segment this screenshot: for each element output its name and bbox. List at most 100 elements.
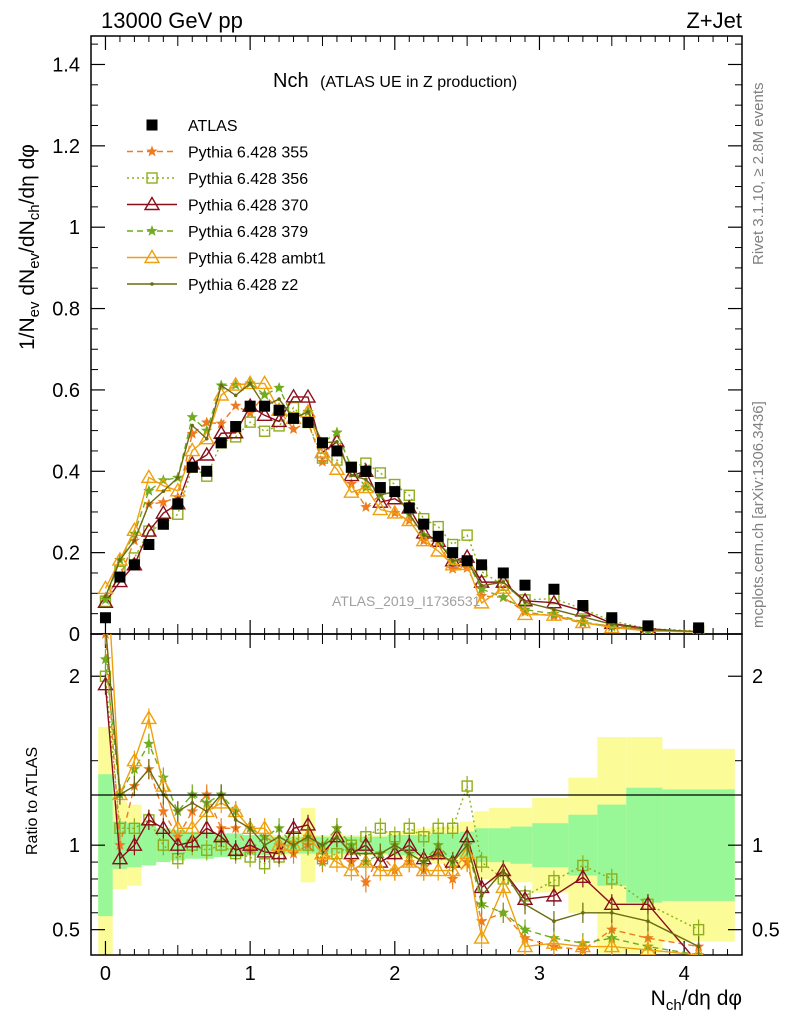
series-point-z2 bbox=[479, 583, 484, 588]
series-point-p379 bbox=[201, 424, 213, 436]
ratio-panel-series bbox=[97, 534, 706, 968]
ratio-point-p370 bbox=[155, 819, 172, 834]
atlas-data-point bbox=[316, 437, 328, 449]
series-point-p355 bbox=[287, 423, 300, 434]
ratio-point-ambt1 bbox=[603, 938, 621, 953]
series-point-p379 bbox=[331, 426, 343, 438]
ratio-point-z2 bbox=[190, 801, 195, 805]
series-point-p355 bbox=[201, 416, 213, 428]
ratio-point-p379 bbox=[497, 906, 509, 918]
top-y-tick-label: 0.8 bbox=[52, 299, 80, 321]
ratio-point-z2 bbox=[306, 834, 310, 839]
ratio-point-ambt1 bbox=[98, 534, 112, 546]
ratio-point-z2 bbox=[204, 809, 209, 814]
series-point-p355 bbox=[345, 477, 358, 489]
series-point-p379 bbox=[577, 616, 589, 627]
atlas-data-point bbox=[374, 482, 386, 494]
band-inner-bin bbox=[141, 824, 157, 866]
legend-label-p356: Pythia 6.428 356 bbox=[188, 171, 308, 188]
ratio-point-p370 bbox=[126, 836, 143, 851]
ratio-point-ambt1 bbox=[386, 862, 404, 877]
band-inner-bin bbox=[445, 833, 460, 858]
atlas-data-point bbox=[99, 612, 111, 624]
ratio-point-p356 bbox=[692, 923, 705, 936]
x-tick-label: 3 bbox=[534, 963, 545, 985]
atlas-data-point bbox=[114, 571, 126, 583]
series-point-ambt1 bbox=[328, 460, 346, 475]
series-point-z2 bbox=[190, 423, 195, 428]
ratio-point-p356 bbox=[432, 822, 444, 834]
ratio-point-ambt1 bbox=[444, 862, 461, 877]
series-point-ambt1 bbox=[241, 375, 259, 390]
atlas-data-point bbox=[230, 421, 242, 433]
x-tick-label: 4 bbox=[679, 963, 690, 985]
atlas-data-point bbox=[519, 579, 531, 591]
atlas-data-point bbox=[548, 583, 560, 595]
series-line-z2 bbox=[104, 382, 699, 633]
series-point-ambt1 bbox=[372, 501, 389, 516]
band-inner-bin bbox=[510, 826, 533, 864]
series-point-ambt1 bbox=[495, 579, 512, 594]
series-point-p356 bbox=[172, 508, 184, 520]
series-line-p379 bbox=[104, 382, 699, 633]
series-point-p379 bbox=[99, 593, 112, 605]
legend: ATLAS Pythia 6.428 355 Pythia 6.428 356 Pyt… bbox=[127, 118, 326, 294]
series-point-p370 bbox=[343, 467, 360, 482]
series-point-p356 bbox=[432, 520, 444, 533]
series-point-ambt1 bbox=[111, 551, 129, 566]
ratio-point-p370 bbox=[692, 956, 706, 968]
series-point-ambt1 bbox=[140, 468, 158, 484]
ratio-point-z2 bbox=[248, 826, 252, 831]
series-point-z2 bbox=[581, 615, 585, 619]
atlas-data-point bbox=[128, 559, 140, 571]
top-y-tick-label: 1.4 bbox=[52, 54, 80, 76]
ratio-point-ambt1 bbox=[256, 819, 273, 834]
series-point-p356 bbox=[461, 529, 473, 541]
ratio-point-p356 bbox=[461, 780, 473, 792]
ratio-point-p356 bbox=[128, 822, 141, 834]
bottom-y-tick-label: 1 bbox=[69, 835, 80, 857]
series-line-ambt1 bbox=[104, 382, 699, 633]
atlas-data-point bbox=[606, 612, 618, 624]
ratio-point-ambt1 bbox=[357, 853, 375, 868]
series-point-p355 bbox=[447, 562, 459, 574]
series-point-ambt1 bbox=[574, 614, 592, 629]
series-point-z2 bbox=[219, 383, 223, 388]
ratio-point-p370 bbox=[574, 868, 592, 883]
x-tick-label: 0 bbox=[100, 963, 111, 985]
bottom-y-tick-label: 2 bbox=[69, 666, 80, 688]
ratio-point-ambt1 bbox=[126, 752, 143, 767]
atlas-data-point bbox=[302, 416, 314, 428]
bottom-y-tick-label-right: 1 bbox=[752, 835, 763, 857]
series-point-z2 bbox=[523, 600, 527, 605]
series-point-ambt1 bbox=[227, 376, 244, 391]
bottom-y-tick-label: 0.5 bbox=[52, 920, 80, 942]
ratio-point-ambt1 bbox=[372, 862, 389, 877]
ratio-line-p379 bbox=[104, 659, 699, 955]
series-point-z2 bbox=[306, 410, 310, 414]
series-point-z2 bbox=[147, 502, 151, 507]
ratio-point-p370 bbox=[198, 819, 215, 834]
ratio-point-z2 bbox=[479, 894, 484, 898]
band-inner-bin bbox=[532, 823, 569, 868]
top-y-tick-label: 0.6 bbox=[52, 380, 80, 402]
ratio-point-p370 bbox=[111, 850, 129, 865]
ratio-point-p355 bbox=[360, 876, 372, 888]
ratio-point-z2 bbox=[523, 902, 527, 907]
atlas-data-point bbox=[432, 530, 444, 542]
series-point-z2 bbox=[103, 594, 108, 599]
ratio-point-p370 bbox=[169, 836, 187, 851]
atlas-data-point bbox=[461, 555, 473, 567]
ratio-point-z2 bbox=[364, 851, 368, 856]
top-y-tick-label: 1.2 bbox=[52, 136, 80, 158]
series-point-p355 bbox=[316, 455, 329, 467]
series-point-p355 bbox=[230, 399, 242, 411]
atlas-data-point bbox=[693, 622, 705, 634]
legend-label-p355: Pythia 6.428 355 bbox=[188, 145, 308, 162]
x-tick-label: 1 bbox=[245, 963, 256, 985]
series-point-ambt1 bbox=[198, 430, 215, 445]
energy-label: 13000 GeV pp bbox=[101, 8, 243, 33]
series-point-z2 bbox=[204, 436, 209, 441]
atlas-data-point bbox=[345, 461, 357, 473]
